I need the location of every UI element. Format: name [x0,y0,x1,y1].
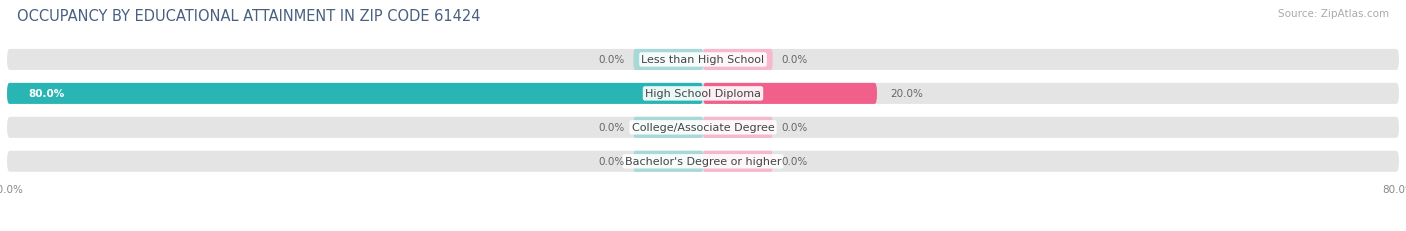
Text: Less than High School: Less than High School [641,55,765,65]
FancyBboxPatch shape [633,50,703,71]
FancyBboxPatch shape [633,117,703,138]
FancyBboxPatch shape [703,83,877,104]
Text: Source: ZipAtlas.com: Source: ZipAtlas.com [1278,9,1389,19]
Text: 0.0%: 0.0% [782,55,807,65]
Text: OCCUPANCY BY EDUCATIONAL ATTAINMENT IN ZIP CODE 61424: OCCUPANCY BY EDUCATIONAL ATTAINMENT IN Z… [17,9,481,24]
FancyBboxPatch shape [7,50,1399,71]
Text: 0.0%: 0.0% [782,123,807,133]
Text: High School Diploma: High School Diploma [645,89,761,99]
Text: 0.0%: 0.0% [599,157,624,167]
Legend: Owner-occupied, Renter-occupied: Owner-occupied, Renter-occupied [586,228,820,231]
Text: 0.0%: 0.0% [599,55,624,65]
Text: 80.0%: 80.0% [28,89,65,99]
FancyBboxPatch shape [7,83,703,104]
FancyBboxPatch shape [703,50,773,71]
FancyBboxPatch shape [7,83,1399,104]
FancyBboxPatch shape [703,117,773,138]
FancyBboxPatch shape [703,151,773,172]
Text: 0.0%: 0.0% [782,157,807,167]
FancyBboxPatch shape [7,117,1399,138]
Text: Bachelor's Degree or higher: Bachelor's Degree or higher [624,157,782,167]
FancyBboxPatch shape [633,151,703,172]
Text: College/Associate Degree: College/Associate Degree [631,123,775,133]
Text: 0.0%: 0.0% [599,123,624,133]
Text: 20.0%: 20.0% [890,89,922,99]
FancyBboxPatch shape [7,151,1399,172]
